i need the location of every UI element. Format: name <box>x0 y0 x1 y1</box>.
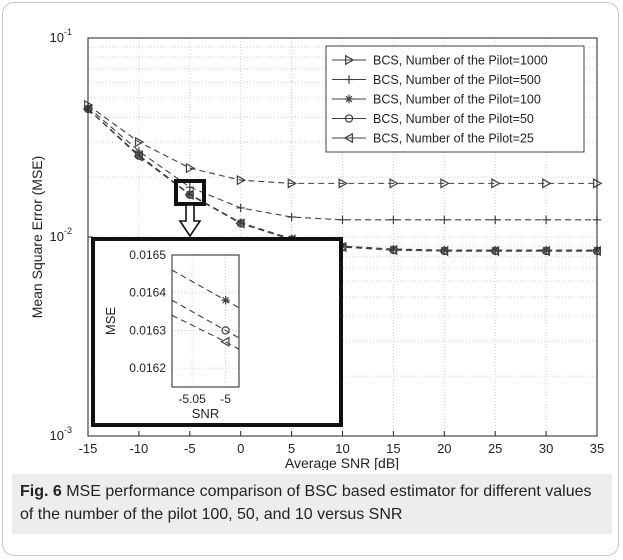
y-tick-label: 10 <box>50 30 64 45</box>
series-point <box>491 215 500 225</box>
zoom-box <box>174 179 206 206</box>
inset-series-2 <box>171 299 240 339</box>
series-point <box>542 178 552 189</box>
x-axis-label: Average SNR [dB] <box>285 455 399 470</box>
inset-series-1 <box>171 269 240 309</box>
inset-series-point <box>220 336 230 347</box>
x-tick-label: 10 <box>335 441 349 456</box>
series-point <box>338 178 348 189</box>
y-tick-label: 10 <box>50 428 64 443</box>
series-point <box>236 218 245 227</box>
series-point <box>133 151 143 162</box>
series-point <box>491 245 500 255</box>
x-tick-label: -10 <box>130 441 149 456</box>
inset-y-tick-label: 0.0163 <box>129 323 166 337</box>
x-tick-label: 5 <box>288 441 295 456</box>
legend-marker <box>344 94 354 104</box>
inset-plot-border <box>171 254 240 388</box>
legend-marker <box>345 54 355 66</box>
x-tick-label: 0 <box>237 441 244 456</box>
series-point <box>134 150 144 160</box>
zoom-arrow <box>178 204 202 238</box>
x-tick-label: -15 <box>79 441 98 456</box>
legend-label: BCS, Number of the Pilot=500 <box>373 73 541 87</box>
series-point <box>440 245 449 255</box>
legend-marker <box>343 132 353 144</box>
inset-series-point <box>221 296 230 305</box>
series-point <box>338 215 347 225</box>
series-point <box>236 203 245 213</box>
inset-series-3 <box>171 314 240 350</box>
series-point <box>438 245 449 257</box>
series-line <box>87 104 597 184</box>
zoom-indicator <box>174 179 206 238</box>
inset-y-tick-label: 0.0164 <box>129 286 166 300</box>
inset-x-tick-label: -5.05 <box>178 392 206 406</box>
series-point <box>134 136 145 148</box>
series-point <box>387 244 398 256</box>
inset-x-axis-label: SNR <box>192 406 219 421</box>
y-tick-exponent: -3 <box>64 425 72 435</box>
series-point <box>491 178 501 189</box>
inset-y-tick-label: 0.0162 <box>129 361 166 375</box>
series-point <box>389 178 399 189</box>
series-point <box>235 218 245 229</box>
legend-box <box>325 45 585 153</box>
y-tick-exponent: -1 <box>64 27 72 37</box>
inset-y-tick-label: 0.0165 <box>129 248 166 262</box>
x-tick-label: 15 <box>386 441 400 456</box>
series-point <box>185 162 196 174</box>
legend-label: BCS, Number of the Pilot=25 <box>373 132 534 146</box>
inset-y-axis-label: MSE <box>103 307 118 336</box>
caption-label: Fig. 6 <box>20 483 62 500</box>
caption-text: MSE performance comparison of BSC based … <box>20 483 592 523</box>
series-point <box>540 245 551 257</box>
inset-series-point <box>221 326 230 335</box>
series-point <box>541 215 551 225</box>
x-tick-label: 35 <box>590 441 604 456</box>
figure-caption: Fig. 6 MSE performance comparison of BSC… <box>12 474 612 534</box>
legend: BCS, Number of the Pilot=1000 BCS, Number… <box>325 45 585 153</box>
legend-label: BCS, Number of the Pilot=1000 <box>373 54 548 68</box>
inset-x-tick-label: -5 <box>220 392 231 406</box>
series-point <box>236 174 247 186</box>
x-tick-label: 20 <box>437 441 451 456</box>
y-tick-exponent: -2 <box>64 226 72 236</box>
series-point <box>389 215 398 225</box>
y-axis-label: Mean Square Error (MSE) <box>29 156 45 319</box>
x-tick-label: 30 <box>539 441 553 456</box>
inset-frame <box>91 237 343 427</box>
inset-series-line <box>171 314 240 350</box>
series-point <box>185 182 194 192</box>
series-point <box>287 212 296 222</box>
series-point <box>389 244 398 254</box>
x-tick-label: -5 <box>184 441 196 456</box>
legend-marker <box>344 114 354 123</box>
legend-label: BCS, Number of the Pilot=50 <box>373 112 534 126</box>
series-point <box>184 189 194 200</box>
series-point <box>489 245 500 257</box>
x-tick-label: 25 <box>488 441 502 456</box>
legend-marker <box>344 75 354 84</box>
series-point <box>541 245 551 255</box>
inset-series-line <box>171 299 240 339</box>
series-point <box>440 178 450 189</box>
legend-label: BCS, Number of the Pilot=100 <box>373 93 541 107</box>
series-line <box>87 108 597 252</box>
series-point <box>287 178 298 189</box>
series-point <box>440 215 449 225</box>
y-tick-label: 10 <box>50 229 64 244</box>
